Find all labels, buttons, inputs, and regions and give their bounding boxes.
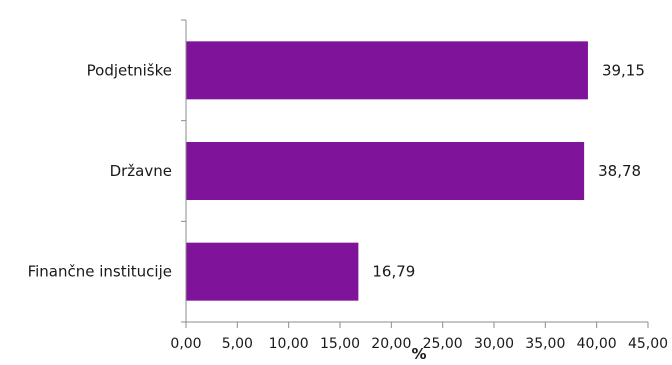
x-tick-label: 45,00	[628, 336, 668, 352]
x-tick-label: 25,00	[423, 336, 463, 352]
x-tick-label: 30,00	[474, 336, 514, 352]
bars	[186, 41, 588, 301]
x-tick-label: 5,00	[222, 336, 253, 352]
x-tick-label: 40,00	[577, 336, 617, 352]
x-tick-label: 35,00	[525, 336, 565, 352]
category-label: Državne	[110, 162, 172, 180]
x-tick-label: 0,00	[170, 336, 201, 352]
bar	[186, 142, 585, 200]
data-label: 38,78	[598, 162, 641, 180]
bar	[186, 242, 359, 301]
category-label: Finančne institucije	[28, 263, 172, 281]
bar	[186, 41, 588, 100]
x-tick-label: 15,00	[320, 336, 360, 352]
x-tick-label: 10,00	[269, 336, 309, 352]
data-label: 16,79	[372, 263, 415, 281]
category-labels: Podjetniške Državne Finančne institucije	[28, 61, 172, 280]
category-label: Podjetniške	[87, 61, 172, 79]
x-tick-label: 20,00	[371, 336, 411, 352]
data-label: 39,15	[602, 61, 645, 79]
y-axis-ticks	[181, 19, 186, 323]
x-axis-ticks: 0,00 5,00 10,00 15,00 20,00 25,00 30,00 35,00 40…	[170, 322, 668, 352]
x-axis-title: %	[411, 345, 426, 363]
data-labels: 39,15 38,78 16,79	[372, 61, 645, 280]
